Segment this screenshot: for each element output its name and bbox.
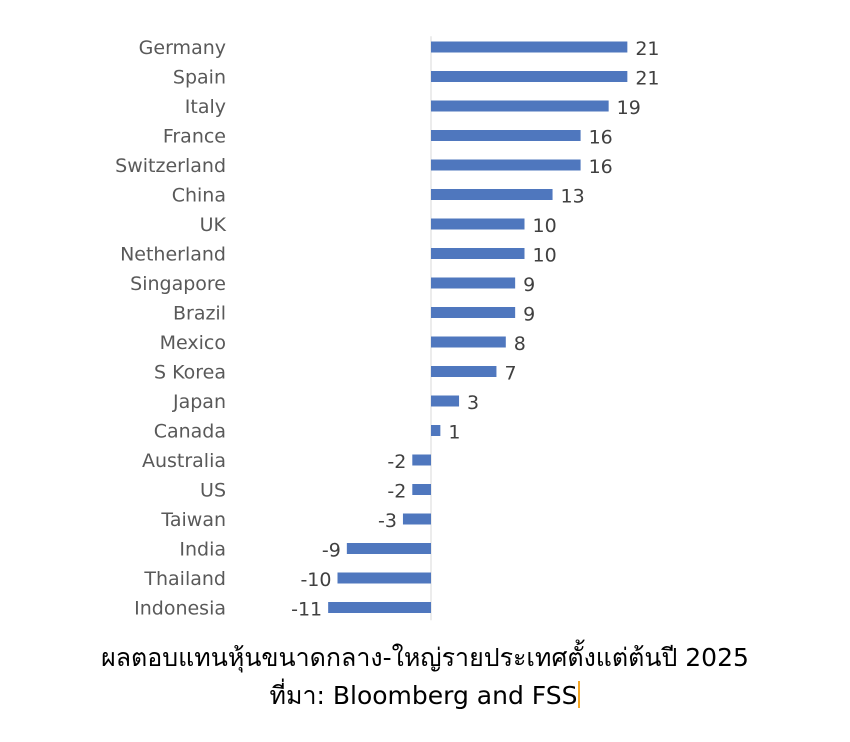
category-label: India bbox=[179, 539, 226, 561]
category-label: Spain bbox=[173, 67, 226, 89]
data-label: 16 bbox=[589, 127, 613, 149]
bar bbox=[431, 218, 525, 230]
data-label: 16 bbox=[589, 156, 613, 178]
category-label: Mexico bbox=[160, 332, 226, 354]
bar bbox=[346, 543, 431, 554]
data-label: -11 bbox=[291, 599, 322, 621]
data-label: 19 bbox=[617, 97, 641, 119]
category-label: Taiwan bbox=[160, 509, 226, 531]
bar bbox=[431, 425, 441, 436]
data-label: -2 bbox=[387, 451, 406, 473]
bar bbox=[431, 189, 553, 200]
data-label: 1 bbox=[448, 422, 460, 444]
chart-caption-source: ที่มา: Bloomberg and FSS bbox=[0, 676, 850, 716]
bar bbox=[431, 41, 628, 53]
data-label: -9 bbox=[322, 540, 341, 562]
data-label: -3 bbox=[378, 510, 397, 532]
data-label: 21 bbox=[635, 38, 659, 60]
chart-caption-title: ผลตอบแทนหุ้นขนาดกลาง-ใหญ่รายประเทศตั้งแต… bbox=[0, 638, 850, 678]
category-label: Japan bbox=[172, 391, 226, 413]
bar bbox=[431, 100, 609, 112]
bar bbox=[402, 513, 431, 525]
bar bbox=[328, 602, 431, 613]
category-label: Germany bbox=[139, 37, 226, 59]
bar bbox=[431, 277, 516, 289]
text-cursor bbox=[578, 681, 581, 708]
bar bbox=[431, 366, 497, 377]
category-label: Italy bbox=[185, 96, 226, 118]
data-label: 10 bbox=[533, 245, 557, 267]
category-label: France bbox=[163, 126, 226, 148]
data-label: 9 bbox=[523, 274, 535, 296]
data-label: -10 bbox=[300, 569, 331, 591]
data-label: 9 bbox=[523, 304, 535, 326]
data-label: 8 bbox=[514, 333, 526, 355]
category-label: China bbox=[172, 185, 226, 207]
category-label: UK bbox=[200, 214, 227, 236]
data-label: 7 bbox=[504, 363, 516, 385]
bar bbox=[337, 572, 431, 584]
category-label: Netherland bbox=[120, 244, 226, 266]
category-label: Thailand bbox=[143, 568, 226, 590]
caption-source-text: ที่มา: Bloomberg and FSS bbox=[269, 681, 578, 710]
category-label: Canada bbox=[154, 421, 226, 443]
bar bbox=[431, 159, 581, 171]
bar bbox=[431, 336, 506, 348]
bar bbox=[412, 484, 431, 495]
bar bbox=[431, 130, 581, 141]
category-label: Singapore bbox=[130, 273, 226, 295]
bar bbox=[431, 307, 516, 318]
data-label: 21 bbox=[635, 68, 659, 90]
category-label: Australia bbox=[142, 450, 226, 472]
bar bbox=[431, 71, 628, 82]
category-label: US bbox=[200, 480, 226, 502]
category-label: S Korea bbox=[154, 362, 226, 384]
data-label: 13 bbox=[561, 186, 585, 208]
bar bbox=[431, 248, 525, 259]
data-label: 10 bbox=[533, 215, 557, 237]
data-label: 3 bbox=[467, 392, 479, 414]
caption-title-text: ผลตอบแทนหุ้นขนาดกลาง-ใหญ่รายประเทศตั้งแต… bbox=[101, 643, 749, 672]
category-label: Switzerland bbox=[115, 155, 226, 177]
category-label: Brazil bbox=[173, 303, 226, 325]
category-label: Indonesia bbox=[134, 598, 226, 620]
bar bbox=[431, 395, 460, 407]
bar bbox=[412, 454, 431, 466]
data-label: -2 bbox=[387, 481, 406, 503]
